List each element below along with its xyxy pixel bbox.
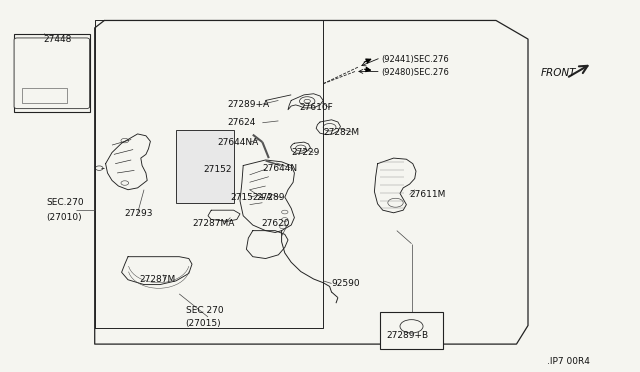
- Text: 27287M: 27287M: [140, 275, 176, 284]
- Text: 27289: 27289: [256, 193, 285, 202]
- FancyBboxPatch shape: [14, 38, 90, 109]
- Text: 27152: 27152: [204, 165, 232, 174]
- Text: 27293: 27293: [125, 209, 154, 218]
- Text: 27229: 27229: [291, 148, 319, 157]
- Text: (27010): (27010): [46, 213, 82, 222]
- Text: (92441)SEC.276: (92441)SEC.276: [381, 55, 449, 64]
- Text: 27624: 27624: [227, 118, 255, 127]
- Text: 27289+A: 27289+A: [227, 100, 269, 109]
- Text: 27644NA: 27644NA: [218, 138, 259, 147]
- Text: SEC 270: SEC 270: [186, 306, 223, 315]
- Text: 27610F: 27610F: [300, 103, 333, 112]
- Bar: [176, 130, 234, 203]
- Bar: [14, 34, 90, 112]
- Text: 27644N: 27644N: [262, 164, 298, 173]
- Text: .IP7 00R4: .IP7 00R4: [547, 357, 590, 366]
- Text: 27620: 27620: [261, 219, 290, 228]
- Text: FRONT: FRONT: [541, 68, 576, 77]
- Text: 27289+B: 27289+B: [386, 331, 428, 340]
- Text: (92480)SEC.276: (92480)SEC.276: [381, 68, 449, 77]
- Text: 27448: 27448: [44, 35, 72, 44]
- Text: 92590: 92590: [332, 279, 360, 288]
- Text: 27287MA: 27287MA: [192, 219, 234, 228]
- Text: SEC.270: SEC.270: [46, 198, 84, 207]
- Text: 27282M: 27282M: [323, 128, 359, 137]
- Text: 27611M: 27611M: [410, 190, 446, 199]
- Bar: [380, 312, 443, 349]
- Text: (27015): (27015): [186, 319, 221, 328]
- Text: 27152+A: 27152+A: [230, 193, 273, 202]
- Bar: [22, 88, 67, 103]
